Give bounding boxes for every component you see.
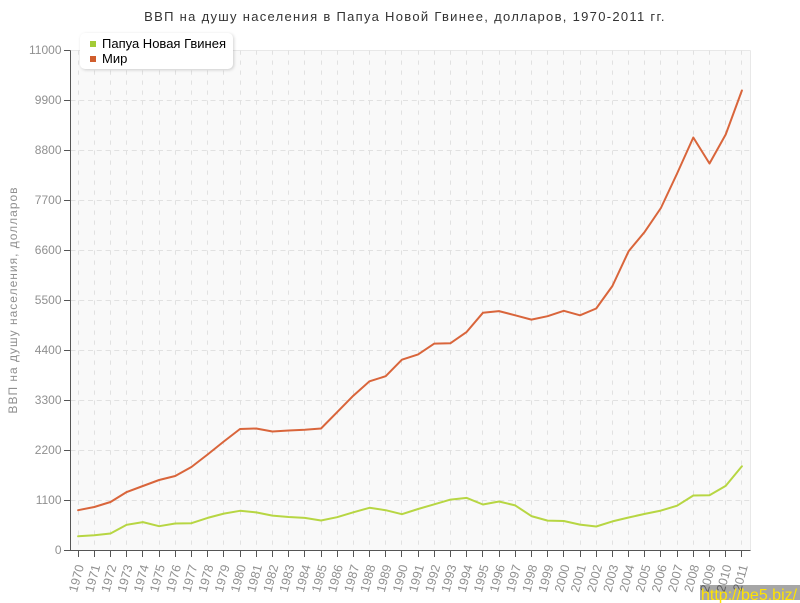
svg-text:1993: 1993 [439,563,460,594]
svg-text:2008: 2008 [681,563,702,594]
svg-text:1976: 1976 [163,563,184,594]
svg-text:1999: 1999 [536,563,557,594]
svg-text:1982: 1982 [261,563,282,594]
svg-text:3300: 3300 [35,393,62,407]
svg-text:5500: 5500 [35,293,62,307]
svg-text:1981: 1981 [244,563,265,594]
svg-text:2010: 2010 [714,563,735,594]
svg-text:0: 0 [55,543,62,557]
svg-text:1992: 1992 [422,563,443,594]
svg-text:1970: 1970 [66,563,87,594]
svg-text:1971: 1971 [82,563,103,594]
svg-text:2200: 2200 [35,443,62,457]
svg-text:1997: 1997 [503,563,524,594]
svg-text:1985: 1985 [309,563,330,594]
svg-text:1972: 1972 [99,563,120,594]
svg-text:9900: 9900 [35,93,62,107]
svg-text:11000: 11000 [29,43,62,57]
svg-text:1977: 1977 [180,563,201,594]
svg-text:1987: 1987 [341,563,362,594]
svg-text:1973: 1973 [115,563,136,594]
svg-text:1991: 1991 [406,563,427,594]
svg-text:1998: 1998 [520,563,541,594]
svg-text:2001: 2001 [568,563,589,594]
svg-text:1975: 1975 [147,563,168,594]
svg-text:2005: 2005 [633,563,654,594]
svg-text:2011: 2011 [730,563,750,593]
svg-text:2006: 2006 [649,563,670,594]
svg-text:1983: 1983 [277,563,298,594]
svg-text:1974: 1974 [131,563,152,594]
svg-text:2002: 2002 [584,563,605,594]
svg-text:1978: 1978 [196,563,217,594]
svg-text:1986: 1986 [325,563,346,594]
svg-text:1984: 1984 [293,563,314,594]
svg-text:ВВП на душу населения, долларо: ВВП на душу населения, долларов [6,186,20,413]
svg-text:1990: 1990 [390,563,411,594]
svg-text:1994: 1994 [455,563,476,594]
svg-text:2009: 2009 [698,563,719,594]
svg-text:1988: 1988 [358,563,379,594]
svg-text:1980: 1980 [228,563,249,594]
svg-text:2000: 2000 [552,563,573,594]
svg-text:1100: 1100 [36,493,62,507]
svg-text:4400: 4400 [35,343,62,357]
svg-text:6600: 6600 [35,243,62,257]
svg-text:2003: 2003 [601,563,622,594]
svg-text:8800: 8800 [35,143,62,157]
svg-text:1995: 1995 [471,563,492,594]
svg-text:1979: 1979 [212,563,233,594]
svg-text:1996: 1996 [487,563,508,594]
svg-text:2004: 2004 [617,563,638,594]
svg-text:2007: 2007 [665,563,686,594]
svg-text:7700: 7700 [35,193,62,207]
svg-text:1989: 1989 [374,563,395,594]
